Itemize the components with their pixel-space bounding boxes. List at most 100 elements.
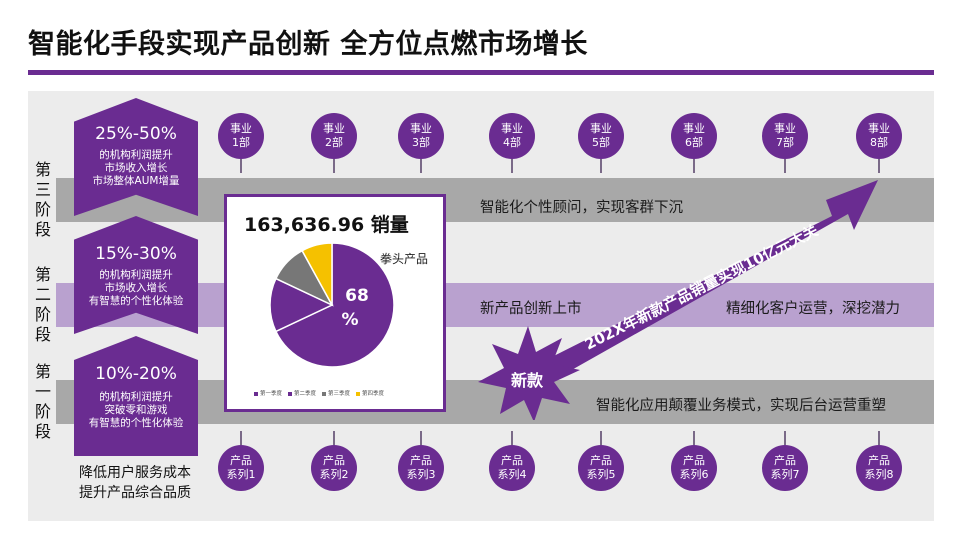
product-circle-line1: 产品 [590,454,612,467]
department-circle-line2: 6部 [685,136,703,149]
product-circle-4: 产品 系列4 [489,445,535,491]
legend-item: 第三季度 [322,389,350,397]
department-circle-5: 事业 5部 [578,113,624,159]
department-circle-line2: 8部 [870,136,888,149]
product-connector [693,431,695,445]
department-circle-3: 事业 3部 [398,113,444,159]
product-circle-line2: 系列5 [586,468,616,481]
department-circle-line1: 事业 [230,122,252,135]
pie-slice-4 [301,242,333,306]
chevron-line: 的机构利润提升 [99,149,173,161]
new-burst-label: 新款 [511,371,544,390]
product-circle-line2: 系列7 [770,468,800,481]
pie-data-label-number: 68 [345,286,369,306]
product-circle-line1: 产品 [410,454,432,467]
product-circle-line1: 产品 [323,454,345,467]
stage-label-text: 第二阶段 [34,265,51,344]
product-circle-8: 产品 系列8 [856,445,902,491]
product-circle-7: 产品 系列7 [762,445,808,491]
department-connector [511,159,513,173]
growth-arrow [506,180,878,398]
legend-item: 第一季度 [254,389,282,397]
legend-swatch [288,391,293,396]
product-connector [878,431,880,445]
product-circle-line2: 系列6 [679,468,709,481]
legend-swatch [356,391,361,396]
department-circle-line1: 事业 [323,122,345,135]
sales-figure: 163,636.96 销量 [244,214,409,236]
department-circle-line2: 4部 [503,136,521,149]
stage-label-third: 第三阶段 [33,160,53,240]
product-circle-line2: 系列3 [406,468,436,481]
product-circle-5: 产品 系列5 [578,445,624,491]
bottom-left-text-2: 提升产品综合品质 [79,485,191,501]
legend-label: 第三季度 [328,391,351,397]
department-circle-line1: 事业 [410,122,432,135]
chevron-line: 的机构利润提升 [99,391,173,403]
stage-label-second: 第二阶段 [33,265,53,345]
chevron-line: 有智慧的个性化体验 [88,417,184,429]
band-text-mid-left: 新产品创新上市 [480,301,582,317]
department-circle-6: 事业 6部 [671,113,717,159]
product-connector [784,431,786,445]
department-circle-line2: 1部 [232,136,250,149]
product-connector [511,431,513,445]
product-circle-line2: 系列4 [497,468,527,481]
product-circle-line2: 系列1 [226,468,256,481]
legend-item: 第二季度 [288,389,316,397]
product-circle-1: 产品 系列1 [218,445,264,491]
chevron-pct-two: 15%-30% [95,244,177,264]
chevron-pct-three: 25%-50% [95,124,177,144]
new-burst-shape [478,326,580,420]
product-connector [600,431,602,445]
department-circle-line1: 事业 [683,122,705,135]
department-circle-line1: 事业 [590,122,612,135]
stage-label-text: 第一阶段 [34,362,51,441]
stage-label-first: 第一阶段 [33,362,53,442]
department-circle-line1: 事业 [501,122,523,135]
chevron-line: 突破零和游戏 [104,404,168,416]
department-circle-line2: 2部 [325,136,343,149]
band-text-top: 智能化个性顾问，实现客群下沉 [480,200,683,216]
department-connector [600,159,602,173]
chevron-line: 有智慧的个性化体验 [88,295,184,307]
department-circle-1: 事业 1部 [218,113,264,159]
product-circle-line1: 产品 [683,454,705,467]
product-circle-3: 产品 系列3 [398,445,444,491]
legend-label: 第四季度 [362,391,385,397]
department-circle-7: 事业 7部 [762,113,808,159]
pie-slice-1 [274,242,395,368]
product-circle-line1: 产品 [501,454,523,467]
department-connector [333,159,335,173]
stage-label-text: 第三阶段 [34,160,51,239]
legend-swatch [254,391,258,396]
department-circle-line2: 3部 [412,136,430,149]
chevron-line: 市场收入增长 [104,282,168,294]
legend-label: 第一季度 [260,391,283,397]
department-connector [878,159,880,173]
growth-arrow-graphic: 202X年新款产品销量实现10亿元大关 新款 [478,180,878,420]
pie-chart: 68% [269,242,395,368]
chevron-line: 市场收入增长 [104,162,168,174]
pie-callout-label: 拳头产品 [380,252,429,266]
pie-data-label-percent: % [341,310,358,330]
band-stage-one [56,380,934,424]
band-text-mid-right: 精细化客户运营，深挖潜力 [726,301,900,317]
pie-slice-2 [269,277,334,333]
product-circle-line2: 系列8 [864,468,894,481]
product-circle-2: 产品 系列2 [311,445,357,491]
product-connector [240,431,242,445]
chevron-pct-one: 10%-20% [95,364,177,384]
pie-legend: 第一季度 第二季度 第三季度 第四季度 [254,389,390,397]
product-circle-6: 产品 系列6 [671,445,717,491]
product-connector [420,431,422,445]
department-connector [420,159,422,173]
product-circle-line1: 产品 [868,454,890,467]
chevron-line: 的机构利润提升 [99,269,173,281]
department-connector [693,159,695,173]
band-text-bot: 智能化应用颠覆业务模式，实现后台运营重塑 [596,398,886,414]
department-circle-line1: 事业 [774,122,796,135]
legend-swatch [322,391,327,396]
legend-item: 第四季度 [356,389,384,397]
department-circle-8: 事业 8部 [856,113,902,159]
